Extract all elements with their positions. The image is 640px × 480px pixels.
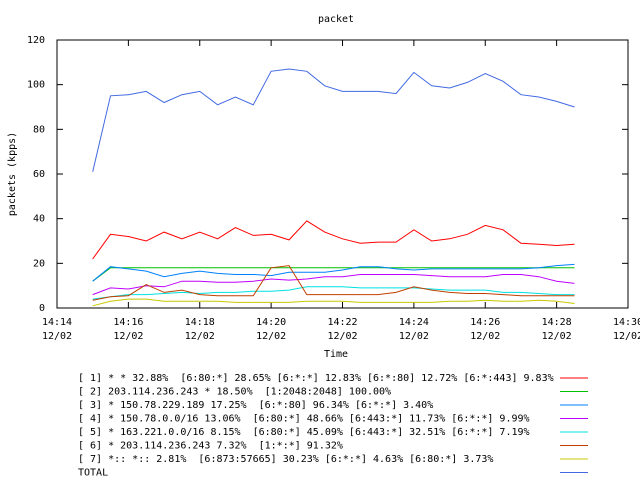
legend-label: [ 6] * 203.114.236.243 7.32% [1:*:*] 91.… [78, 441, 343, 452]
x-tick-label: 14:14 12/02 [42, 317, 72, 342]
legend-label: [ 4] * 150.78.0.0/16 13.06% [6:80:*] 48.… [78, 414, 530, 425]
x-tick-label: 14:22 12/02 [327, 317, 357, 342]
legend-label: [ 7] *:: *:: 2.81% [6:873:57665] 30.23% … [78, 454, 493, 465]
legend-label: [ 1] * * 32.88% [6:80:*] 28.65% [6:*:*] … [78, 373, 554, 384]
x-tick-label: 14:28 12/02 [542, 317, 572, 342]
y-tick-label: 60 [33, 169, 45, 180]
x-axis-label: Time [324, 349, 348, 360]
series-line [92, 265, 575, 301]
y-tick-label: 0 [39, 303, 45, 314]
legend-label: [ 2] 203.114.236.243 * 18.50% [1:2048:20… [78, 387, 391, 398]
x-tick-label: 14:26 12/02 [470, 317, 500, 342]
chart-title: packet [318, 14, 354, 25]
y-tick-label: 120 [27, 35, 45, 46]
x-tick-label: 14:16 12/02 [113, 317, 143, 342]
legend-label: [ 5] * 163.221.0.0/16 8.15% [6:80:*] 45.… [78, 427, 530, 438]
series-line [92, 263, 575, 282]
x-tick-label: 14:24 12/02 [399, 317, 429, 342]
y-tick-label: 20 [33, 258, 45, 269]
series-line [92, 267, 575, 282]
legend-label: TOTAL [78, 468, 108, 479]
series-line [92, 68, 575, 172]
series-line [92, 286, 575, 300]
x-tick-label: 14:20 12/02 [256, 317, 286, 342]
x-tick-label: 14:3012/02 [613, 317, 640, 342]
series-line [92, 298, 575, 307]
series-line [92, 274, 575, 296]
x-tick-label: 14:18 12/02 [185, 317, 215, 342]
y-axis-label: packets (kpps) [7, 132, 18, 216]
y-tick-label: 40 [33, 214, 45, 225]
y-tick-label: 80 [33, 124, 45, 135]
legend-label: [ 3] * 150.78.229.189 17.25% [6:*:80] 96… [78, 400, 433, 411]
series-line [92, 220, 575, 260]
y-tick-label: 100 [27, 80, 45, 91]
